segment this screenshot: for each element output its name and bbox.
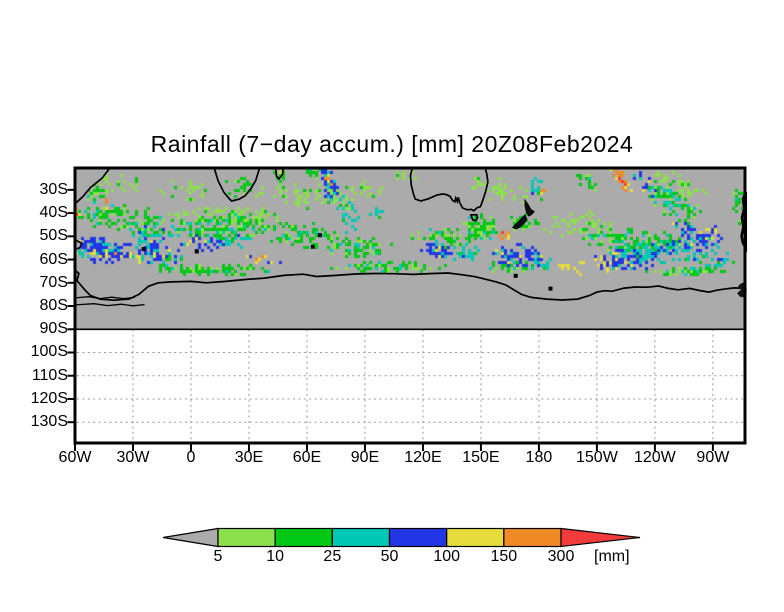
y-tick-label: 90S <box>39 320 68 338</box>
x-tick-label: 120E <box>404 449 442 466</box>
y-tick-label: 50S <box>39 227 68 245</box>
x-tick-label: 150W <box>576 449 618 466</box>
colorbar-level-label: 25 <box>323 548 342 565</box>
x-tick-label: 30W <box>116 449 150 466</box>
y-tick-label: 30S <box>39 180 68 198</box>
colorbar-unit-label: [mm] <box>594 548 630 565</box>
colorbar-level-label: 300 <box>547 548 575 565</box>
y-tick-label: 60S <box>39 250 68 268</box>
y-tick-label: 80S <box>39 297 68 315</box>
x-tick-label: 0 <box>186 449 196 466</box>
y-tick-label: 130S <box>30 413 68 431</box>
colorbar-level-label: 5 <box>213 548 223 565</box>
y-tick-label: 120S <box>30 389 68 407</box>
colorbar-level-label: 50 <box>380 548 399 565</box>
x-tick-label: 90W <box>696 449 730 466</box>
colorbar-level-label: 10 <box>266 548 285 565</box>
y-tick-label: 100S <box>30 343 68 361</box>
y-tick-label: 40S <box>39 204 68 222</box>
colorbar-level-label: 150 <box>490 548 518 565</box>
x-tick-label: 60W <box>58 449 92 466</box>
x-tick-label: 150E <box>462 449 500 466</box>
y-tick-label: 70S <box>39 273 68 291</box>
x-tick-label: 30E <box>234 449 264 466</box>
x-tick-label: 180 <box>525 449 553 466</box>
x-tick-label: 90E <box>350 449 380 466</box>
colorbar-level-label: 100 <box>433 548 461 565</box>
y-tick-label: 110S <box>31 366 68 384</box>
x-tick-label: 60E <box>292 449 322 466</box>
x-tick-label: 120W <box>633 449 676 466</box>
